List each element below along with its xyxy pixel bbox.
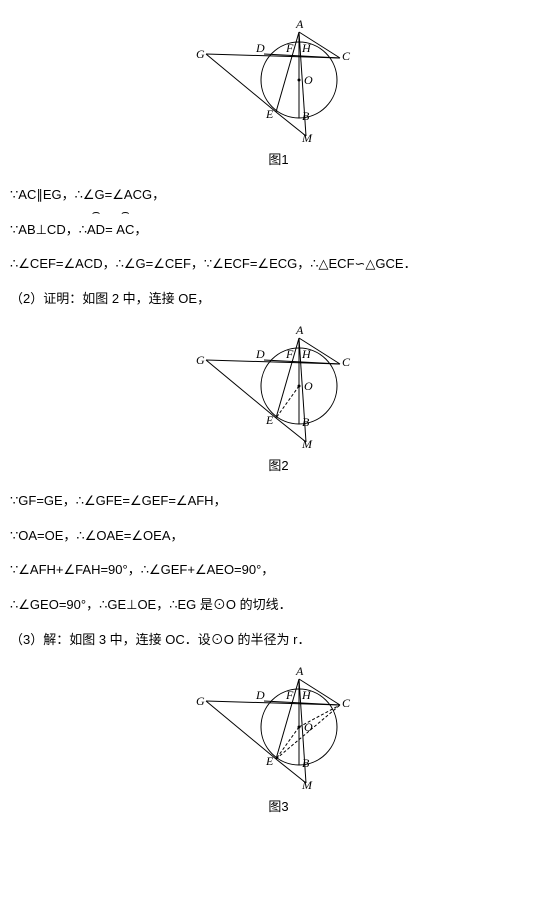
- svg-text:E: E: [265, 107, 274, 121]
- arc-ad: AD: [87, 220, 105, 241]
- line-2a: （2）证明：如图 2 中，连接 OE，: [10, 289, 547, 310]
- svg-text:B: B: [302, 109, 310, 123]
- svg-text:F: F: [285, 688, 294, 702]
- svg-text:G: G: [196, 353, 205, 367]
- svg-text:C: C: [342, 355, 351, 369]
- line-1a: ∵AC∥EG，∴∠G=∠ACG，: [10, 185, 547, 206]
- svg-text:B: B: [302, 756, 310, 770]
- figure-1-svg: A G D FH C O E BM: [194, 18, 364, 148]
- arc-ac: AC: [116, 220, 134, 241]
- figure-2-caption: 图2: [10, 456, 547, 477]
- svg-text:M: M: [301, 131, 313, 145]
- svg-text:O: O: [304, 379, 313, 393]
- svg-text:O: O: [304, 73, 313, 87]
- figure-1-caption: 图1: [10, 150, 547, 171]
- figure-3-svg: A G D FH C O E BM: [194, 665, 364, 795]
- svg-text:G: G: [196, 694, 205, 708]
- svg-text:D: D: [255, 41, 265, 55]
- svg-text:F: F: [285, 347, 294, 361]
- figure-1: A G D FH C O E BM 图1: [10, 18, 547, 171]
- figure-3-caption: 图3: [10, 797, 547, 818]
- l1b-post: ，: [134, 222, 147, 237]
- svg-text:A: A: [295, 665, 304, 678]
- figure-3: A G D FH C O E BM 图3: [10, 665, 547, 818]
- svg-text:A: A: [295, 324, 304, 337]
- svg-text:C: C: [342, 696, 351, 710]
- line-2d: ∵∠AFH+∠FAH=90°，∴∠GEF+∠AEO=90°，: [10, 560, 547, 581]
- figure-2-svg: A G D FH C O E BM: [194, 324, 364, 454]
- line-2e: ∴∠GEO=90°，∴GE⊥OE，∴EG 是⊙O 的切线．: [10, 595, 547, 616]
- svg-text:M: M: [301, 778, 313, 792]
- svg-text:O: O: [304, 720, 313, 734]
- figure-2: A G D FH C O E BM 图2: [10, 324, 547, 477]
- svg-text:M: M: [301, 437, 313, 451]
- svg-text:B: B: [302, 415, 310, 429]
- line-2c: ∵OA=OE，∴∠OAE=∠OEA，: [10, 526, 547, 547]
- line-2b: ∵GF=GE，∴∠GFE=∠GEF=∠AFH，: [10, 491, 547, 512]
- svg-text:C: C: [342, 49, 351, 63]
- line-1b: ∵AB⊥CD，∴AD= AC，: [10, 220, 547, 241]
- svg-text:H: H: [301, 41, 312, 55]
- svg-text:F: F: [285, 41, 294, 55]
- l1b-eq: =: [105, 222, 116, 237]
- line-3a: （3）解：如图 3 中，连接 OC．设⊙O 的半径为 r．: [10, 630, 547, 651]
- svg-text:G: G: [196, 47, 205, 61]
- svg-text:E: E: [265, 413, 274, 427]
- line-1c: ∴∠CEF=∠ACD，∴∠G=∠CEF，∵∠ECF=∠ECG，∴△ECF∽△GC…: [10, 254, 547, 275]
- svg-text:H: H: [301, 347, 312, 361]
- svg-text:H: H: [301, 688, 312, 702]
- svg-text:A: A: [295, 18, 304, 31]
- l1b-pre: ∵AB⊥CD，∴: [10, 222, 87, 237]
- svg-text:D: D: [255, 688, 265, 702]
- svg-text:D: D: [255, 347, 265, 361]
- svg-text:E: E: [265, 754, 274, 768]
